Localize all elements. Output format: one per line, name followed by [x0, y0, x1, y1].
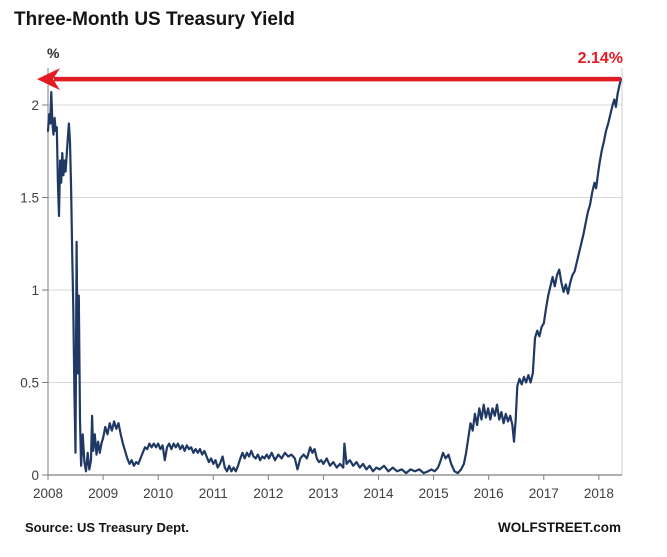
x-tick-label-2008: 2008 — [33, 486, 63, 501]
y-tick-label-2: 2 — [31, 98, 39, 113]
y-axis-unit-label: % — [47, 45, 60, 61]
yield-line-series — [46, 77, 623, 475]
latest-yield-annotation: 2.14% — [577, 50, 623, 67]
x-tick-label-2011: 2011 — [199, 486, 228, 501]
x-tick-label-2014: 2014 — [363, 486, 394, 501]
source-credit: Source: US Treasury Dept. — [25, 520, 189, 535]
chart-title: Three-Month US Treasury Yield — [14, 9, 295, 30]
x-tick-label-2009: 2009 — [88, 486, 118, 501]
y-tick-label-1: 1 — [31, 283, 39, 298]
x-tick-label-2016: 2016 — [474, 486, 504, 501]
x-tick-label-2015: 2015 — [419, 486, 449, 501]
x-tick-label-2012: 2012 — [253, 486, 283, 501]
y-tick-label-0: 0 — [31, 468, 39, 483]
annotation-arrow-head — [37, 68, 60, 91]
x-tick-label-2010: 2010 — [143, 486, 173, 501]
x-tick-label-2018: 2018 — [584, 486, 614, 501]
x-tick-label-2013: 2013 — [308, 486, 338, 501]
y-tick-label-1.5: 1.5 — [20, 191, 39, 206]
brand-wolfstreet: WOLFSTREET.com — [497, 520, 621, 535]
y-tick-label-0.5: 0.5 — [20, 376, 39, 391]
x-tick-label-2017: 2017 — [529, 486, 559, 501]
